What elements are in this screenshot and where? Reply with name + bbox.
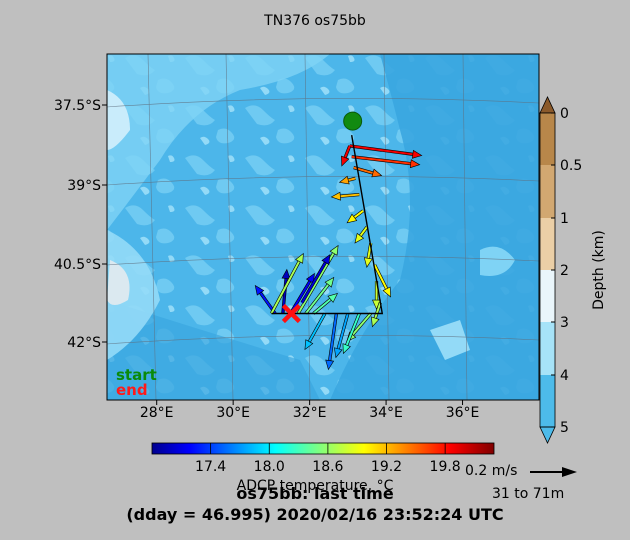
velocity-arrow [333,313,350,359]
depth-tick-label: 5 [560,420,569,436]
depth-tick-label: 1 [560,211,569,227]
velocity-arrow [338,175,356,185]
velocity-arrow [312,293,339,315]
temp-tick-label: 18.0 [254,459,285,475]
velocity-arrow [351,155,421,169]
footer-timestamp: (dday = 46.995) 2020/02/16 23:52:24 UTC [126,505,504,524]
end-marker [281,303,301,324]
temp-tick-label: 18.6 [312,459,343,475]
start-marker [343,111,363,131]
velocity-arrow [304,276,335,315]
bathymetry-map [107,54,539,400]
depth-tick-label: 3 [560,315,569,331]
x-tick-label: 30°E [216,405,250,421]
velocity-arrow [371,302,382,328]
ship-track [271,134,384,315]
chart-title: TN376 os75bb [264,13,366,29]
velocity-arrow [325,313,338,371]
depth-tick-label: 0 [560,106,569,122]
x-tick-label: 28°E [140,405,174,421]
depth-colorbar-label: Depth (km) [591,230,607,310]
temperature-colorbar-ticks: 17.4 18.0 18.6 19.2 19.8 [195,443,461,475]
y-tick-label: 37.5°S [54,98,101,114]
depth-tick-label: 4 [560,368,569,384]
temp-tick-label: 17.4 [195,459,226,475]
velocity-arrow [304,312,327,351]
velocity-arrow [342,312,361,355]
depth-colorbar-segment [540,322,555,375]
y-tick-label: 40.5°S [54,257,101,273]
depth-colorbar: 0 0.5 1 2 3 4 5 [539,96,582,444]
velocity-arrow [346,209,365,224]
x-axis: 28°E 30°E 32°E 34°E 36°E [140,400,480,421]
temp-tick-label: 19.8 [430,459,461,475]
velocity-arrow [373,264,391,298]
scale-speed-label: 0.2 m/s [465,463,518,479]
velocity-arrow [341,145,352,167]
velocity-arrow [300,254,331,304]
scale-depth-range-label: 31 to 71m [492,486,565,502]
start-legend-label: start [116,366,157,384]
y-tick-label: 39°S [67,178,101,194]
temperature-colorbar [151,442,495,455]
x-tick-label: 32°E [293,405,327,421]
depth-colorbar-segment [540,165,555,218]
depth-colorbar-segment [540,270,555,322]
velocity-arrow [372,281,381,310]
velocity-arrow [330,191,360,201]
depth-colorbar-segment [540,375,555,427]
y-axis: 37.5°S 39°S 40.5°S 42°S [54,98,107,351]
depth-tick-label: 2 [560,263,569,279]
depth-colorbar-bottom-extend [539,426,556,444]
velocity-arrow [349,144,423,159]
map-frame [106,53,540,401]
footer-last-time: os75bb: last time [236,484,394,503]
velocity-arrow [269,252,304,315]
x-tick-label: 36°E [446,405,480,421]
depth-colorbar-top-extend [539,96,556,114]
x-tick-label: 34°E [369,405,403,421]
velocity-arrow [354,226,369,244]
y-tick-label: 42°S [67,335,101,351]
scale-arrow [530,467,577,477]
temperature-colorbar-label: ADCP temperature, °C [236,478,394,494]
temp-tick-label: 19.2 [371,459,402,475]
depth-colorbar-segment [540,113,555,165]
depth-tick-label: 0.5 [560,158,582,174]
depth-colorbar-segment [540,218,555,270]
end-legend-label: end [116,381,148,399]
